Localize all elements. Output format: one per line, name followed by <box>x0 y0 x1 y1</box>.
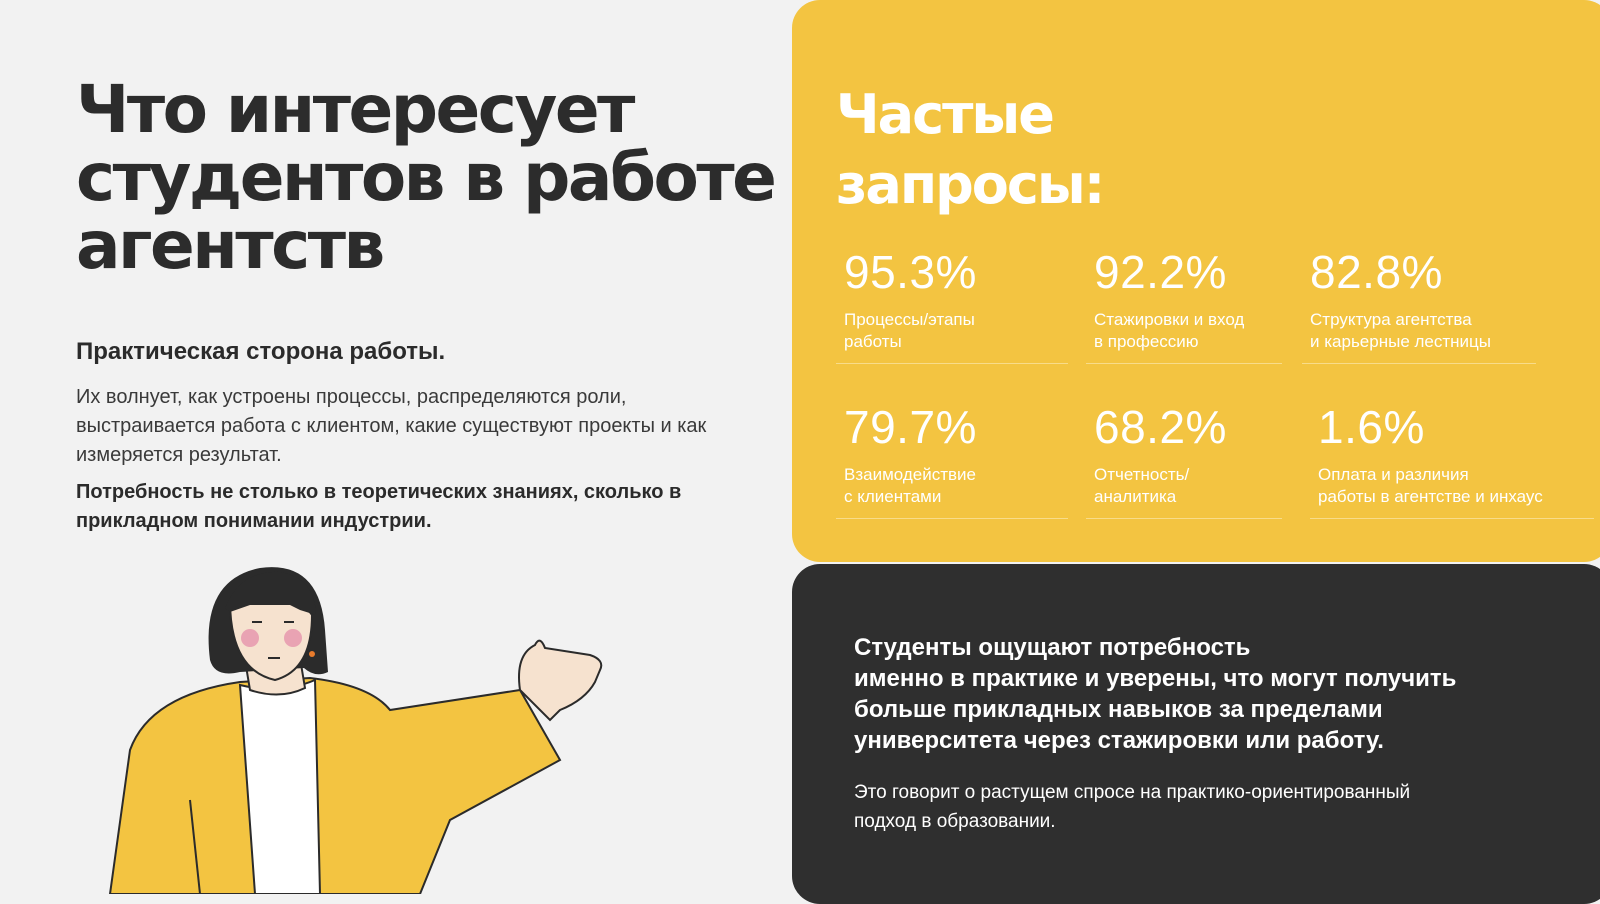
requests-title-line: запросы: <box>836 153 1105 216</box>
stat-value: 1.6% <box>1318 401 1425 453</box>
stat-item: 79.7% Взаимодействие с клиентами <box>836 400 1068 519</box>
student-illustration <box>108 567 603 894</box>
stat-label: Оплата и различия работы в агентстве и и… <box>1318 465 1543 506</box>
stat-item: 95.3% Процессы/этапы работы <box>836 245 1068 364</box>
conclusion-text: Студенты ощущают потребность именно в пр… <box>854 634 1457 754</box>
page-title-line: агентств <box>76 207 385 284</box>
page-title-line: Что интересует <box>76 71 635 148</box>
page-title: Что интересует студентов в работе агентс… <box>76 76 796 280</box>
stat-label: Процессы/этапы работы <box>844 310 975 351</box>
left-panel: Что интересует студентов в работе агентс… <box>0 0 790 894</box>
description-paragraph: Их волнует, как устроены процессы, распр… <box>76 386 707 466</box>
stat-label: Взаимодействие с клиентами <box>844 465 976 506</box>
stat-label: Стажировки и вход в профессию <box>1094 310 1245 351</box>
stat-item: 92.2% Стажировки и вход в профессию <box>1086 245 1282 364</box>
stat-value: 95.3% <box>844 246 977 298</box>
stat-label: Отчетность/ аналитика <box>1094 465 1190 506</box>
page-title-line: студентов в работе <box>76 139 777 216</box>
stat-value: 68.2% <box>1094 401 1227 453</box>
requests-title-line: Частые <box>836 83 1055 146</box>
requests-card <box>792 0 1600 562</box>
description-emphasis: Потребность не столько в теоретических з… <box>76 481 682 532</box>
stat-value: 92.2% <box>1094 246 1227 298</box>
stat-item: 82.8% Структура агентства и карьерные ле… <box>1302 245 1536 364</box>
requests-title: Частые запросы: <box>836 80 1105 220</box>
stat-label: Структура агентства и карьерные лестницы <box>1310 310 1491 351</box>
section-subheading: Практическая сторона работы. <box>76 338 446 365</box>
stat-item: 1.6% Оплата и различия работы в агентств… <box>1310 400 1594 519</box>
stat-item: 68.2% Отчетность/ аналитика <box>1086 400 1282 519</box>
conclusion-subtext: Это говорит о растущем спросе на практик… <box>854 782 1411 832</box>
stat-value: 82.8% <box>1310 246 1443 298</box>
conclusion-card <box>792 564 1600 904</box>
stat-value: 79.7% <box>844 401 977 453</box>
